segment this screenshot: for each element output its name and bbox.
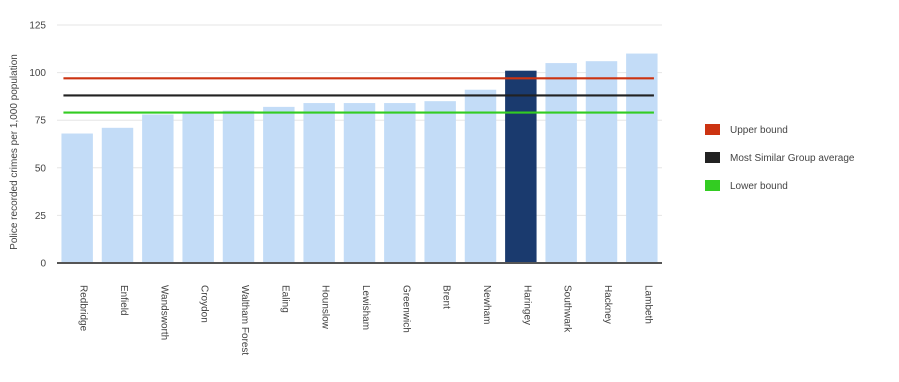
x-tick-label: Waltham Forest xyxy=(239,285,250,355)
y-axis-label: Police recorded crimes per 1,000 populat… xyxy=(9,54,20,250)
legend-label: Lower bound xyxy=(730,181,788,192)
x-tick-label: Redbridge xyxy=(78,285,89,332)
bar-croydon xyxy=(182,112,214,263)
bar-enfield xyxy=(101,127,134,263)
bar-brent xyxy=(424,101,456,263)
y-tick-label: 25 xyxy=(35,211,47,222)
y-tick-label: 0 xyxy=(40,259,46,270)
y-tick-labels: 0 25 50 75 100 125 xyxy=(29,21,46,270)
x-tick-label: Southwark xyxy=(562,285,573,333)
y-tick-label: 125 xyxy=(29,21,46,32)
bar-hounslow xyxy=(303,103,335,264)
reference-lines xyxy=(63,77,654,114)
bars xyxy=(61,53,658,264)
legend: Upper bound Most Similar Group average Low… xyxy=(705,124,855,192)
x-tick-label: Hackney xyxy=(602,285,613,324)
bar-southwark xyxy=(545,63,577,263)
x-tick-labels: Redbridge Enfield Wandsworth Croydon Waltham… xyxy=(78,285,654,355)
x-tick-label: Lewisham xyxy=(360,285,371,330)
bar-wandsworth xyxy=(142,114,174,263)
bar-hackney xyxy=(585,61,618,264)
bar-haringey xyxy=(505,70,537,263)
legend-swatch xyxy=(705,124,720,135)
x-tick-label: Brent xyxy=(441,285,452,309)
x-tick-label: Ealing xyxy=(279,285,290,313)
y-tick-label: 75 xyxy=(35,116,47,127)
legend-swatch xyxy=(705,180,720,191)
bar-redbridge xyxy=(61,133,93,263)
bar-lambeth xyxy=(626,53,658,264)
x-tick-label: Lambeth xyxy=(642,285,653,324)
x-tick-label: Haringey xyxy=(521,285,532,325)
y-tick-label: 100 xyxy=(29,68,46,79)
legend-label: Most Similar Group average xyxy=(730,153,855,164)
x-tick-label: Croydon xyxy=(199,285,210,323)
legend-swatch xyxy=(705,152,720,163)
bar-newham xyxy=(464,89,497,264)
bar-waltham-forest xyxy=(222,110,255,264)
bar-ealing xyxy=(263,106,295,263)
x-tick-label: Hounslow xyxy=(320,285,331,330)
x-tick-label: Newham xyxy=(481,285,492,324)
y-tick-label: 50 xyxy=(35,163,47,174)
x-tick-label: Greenwich xyxy=(400,285,411,333)
bar-greenwich xyxy=(384,103,416,264)
legend-label: Upper bound xyxy=(730,125,788,136)
bar-lewisham xyxy=(343,103,376,264)
x-tick-label: Wandsworth xyxy=(158,285,169,340)
x-tick-label: Enfield xyxy=(118,285,129,316)
